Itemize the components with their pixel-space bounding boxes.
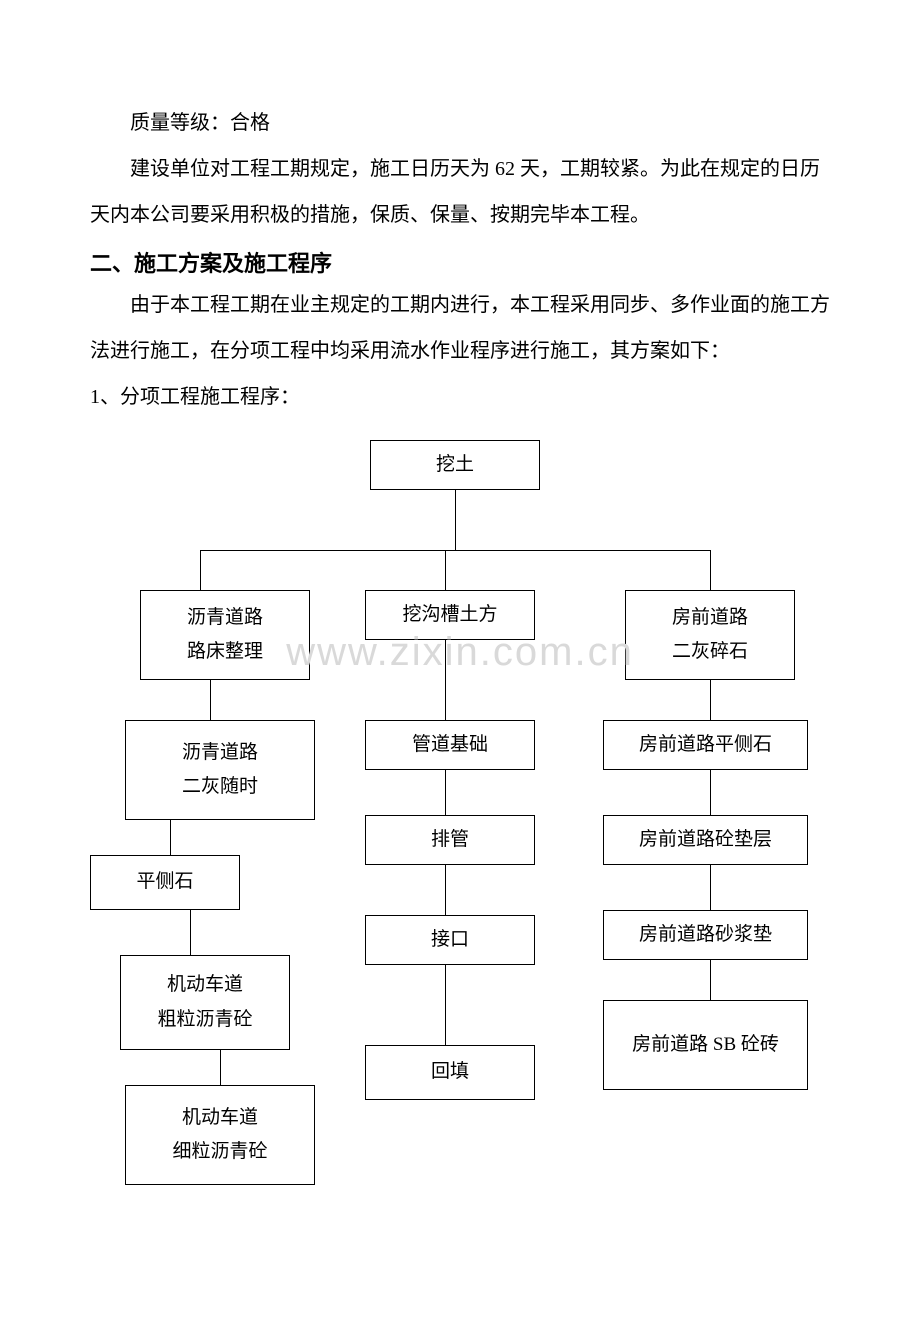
conn-c3-12: [710, 680, 711, 720]
conn-c3-34: [710, 865, 711, 910]
conn-leg3: [710, 550, 711, 590]
node-c3-5: 房前道路 SB 砼砖: [603, 1000, 808, 1090]
subsection-line: 1、分项工程施工程序：: [90, 374, 830, 420]
conn-c1-45: [220, 1050, 221, 1085]
node-c2-1: 挖沟槽土方: [365, 590, 535, 640]
node-top: 挖土: [370, 440, 540, 490]
conn-top-down: [455, 490, 456, 550]
node-c2-2: 管道基础: [365, 720, 535, 770]
flowchart: 挖土 沥青道路 路床整理 沥青道路 二灰随时 平侧石 机动车道 粗粒沥青砼 机动…: [90, 440, 830, 1280]
schedule-paragraph: 建设单位对工程工期规定，施工日历天为 62 天，工期较紧。为此在规定的日历天内本…: [90, 146, 830, 238]
method-paragraph: 由于本工程工期在业主规定的工期内进行，本工程采用同步、多作业面的施工方法进行施工…: [90, 282, 830, 374]
section-heading: 二、施工方案及施工程序: [90, 246, 830, 278]
node-c1-2: 沥青道路 二灰随时: [125, 720, 315, 820]
conn-c2-34: [445, 865, 446, 915]
node-c2-5: 回填: [365, 1045, 535, 1100]
node-c3-3: 房前道路砼垫层: [603, 815, 808, 865]
conn-split-h: [200, 550, 710, 551]
conn-c3-23: [710, 770, 711, 815]
node-c1-3: 平侧石: [90, 855, 240, 910]
node-c2-4: 接口: [365, 915, 535, 965]
conn-c1-12: [210, 680, 211, 720]
node-c2-3: 排管: [365, 815, 535, 865]
node-c3-2: 房前道路平侧石: [603, 720, 808, 770]
node-c1-5: 机动车道 细粒沥青砼: [125, 1085, 315, 1185]
conn-leg2: [445, 550, 446, 590]
conn-c3-45: [710, 960, 711, 1000]
conn-c2-45: [445, 965, 446, 1045]
conn-c1-34: [190, 910, 191, 955]
node-c1-4: 机动车道 粗粒沥青砼: [120, 955, 290, 1050]
node-c1-1: 沥青道路 路床整理: [140, 590, 310, 680]
conn-c2-23: [445, 770, 446, 815]
node-c3-4: 房前道路砂浆垫: [603, 910, 808, 960]
conn-leg1: [200, 550, 201, 590]
quality-line: 质量等级：合格: [90, 100, 830, 146]
node-c3-1: 房前道路 二灰碎石: [625, 590, 795, 680]
conn-c2-12: [445, 640, 446, 720]
conn-c1-23: [170, 820, 171, 855]
